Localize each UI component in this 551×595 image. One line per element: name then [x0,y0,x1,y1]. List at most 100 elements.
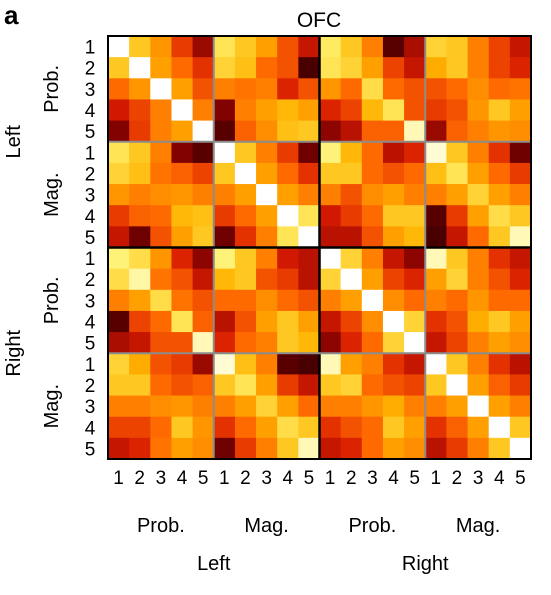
heatmap-cell [192,353,215,375]
heatmap-cell [467,353,490,375]
heatmap-cell [446,162,468,185]
heatmap-cell [150,310,172,333]
heatmap-cell [340,141,363,164]
heatmap-cell [404,184,426,206]
heatmap-cell [425,247,447,270]
heatmap-cell [234,162,257,185]
heatmap-cell [129,374,151,396]
heatmap-cell [150,437,172,460]
heatmap-cell [192,268,215,291]
heatmap-cell [129,184,151,206]
heatmap-cell [509,332,532,354]
heatmap-cell [382,268,405,291]
x-tick-label: 2 [346,468,357,489]
y-tick-label: 4 [85,313,96,334]
heatmap-cell [404,247,426,270]
heatmap-border [107,35,532,460]
heatmap-cell [171,353,193,375]
heatmap-cell [361,120,384,143]
heatmap-cell [171,310,193,333]
heatmap-cell [213,268,236,291]
heatmap-cell [298,310,320,333]
heatmap-cell [382,332,405,354]
heatmap-cell [404,57,426,79]
heatmap-cell [108,247,130,270]
heatmap-cell [467,395,490,418]
heatmap-cell [404,395,426,418]
heatmap-cell [108,78,130,100]
panel-label: a [4,0,19,30]
heatmap-cell [256,99,278,121]
heatmap-cell [361,78,384,100]
heatmap-cell [446,310,468,333]
heatmap-cell [277,205,299,227]
x-super-group-label: Right [402,553,449,575]
heatmap-cell [213,289,236,312]
heatmap-cell [192,78,215,100]
heatmap-cell [425,268,447,291]
heatmap-cell [488,374,511,396]
heatmap-cell [361,437,384,460]
heatmap-cell [298,205,320,227]
heatmap-cell [340,184,363,206]
heatmap-cell [192,120,215,143]
heatmap-cell [382,374,405,396]
heatmap-cell [298,57,320,79]
heatmap-cell [192,99,215,121]
heatmap-cell [256,226,278,248]
heatmap-cell [319,395,342,418]
heatmap-cell [382,226,405,248]
heatmap-cell [129,416,151,439]
heatmap-cell [404,99,426,121]
heatmap-cell [298,247,320,270]
y-group-label: Mag. [41,384,63,428]
heatmap-cell [277,310,299,333]
heatmap-cell [234,184,257,206]
heatmap-cell [425,36,447,58]
heatmap-cell [256,310,278,333]
heatmap-cell [509,310,532,333]
heatmap-cell [425,162,447,185]
heatmap-cells [108,36,532,460]
heatmap-cell [488,120,511,143]
heatmap-cell [150,226,172,248]
heatmap-cell [108,162,130,185]
heatmap-cell [298,268,320,291]
heatmap-cell [425,184,447,206]
heatmap-cell [382,437,405,460]
heatmap-cell [425,332,447,354]
heatmap-cell [108,353,130,375]
y-super-group-label: Left [3,125,25,159]
heatmap-cell [171,78,193,100]
x-group-label: Prob. [348,515,396,537]
y-tick-label: 3 [85,186,96,207]
heatmap-cell [256,141,278,164]
heatmap-cell [319,226,342,248]
heatmap-cell [509,184,532,206]
heatmap-cell [213,226,236,248]
heatmap-cell [234,36,257,58]
heatmap-cell [488,310,511,333]
heatmap-cell [361,36,384,58]
x-tick-label: 3 [367,468,378,489]
heatmap-cell [361,268,384,291]
heatmap-cell [234,310,257,333]
heatmap-cell [256,332,278,354]
heatmap-cell [171,332,193,354]
heatmap-cell [234,99,257,121]
heatmap-cell [277,374,299,396]
x-tick-label: 3 [261,468,272,489]
heatmap-cell [446,36,468,58]
heatmap-cell [150,57,172,79]
heatmap-cell [467,437,490,460]
heatmap-cell [488,332,511,354]
heatmap-cell [150,36,172,58]
heatmap-cell [108,226,130,248]
heatmap-cell [488,437,511,460]
heatmap-cell [129,268,151,291]
heatmap-cell [298,416,320,439]
heatmap-cell [382,57,405,79]
heatmap-cell [509,226,532,248]
y-tick-label: 3 [85,397,96,418]
heatmap-cell [509,416,532,439]
